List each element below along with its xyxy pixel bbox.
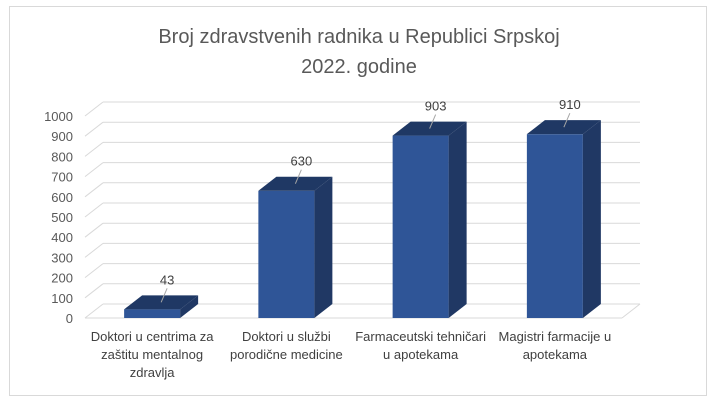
- gridline-side: [84, 303, 104, 319]
- gridline-side: [84, 243, 104, 258]
- data-label-leader: [160, 288, 168, 303]
- y-tick-label: 1000: [44, 109, 73, 124]
- data-label: 630: [291, 154, 313, 169]
- gridline-side: [84, 142, 104, 157]
- x-category-label: Doktori u službi porodične medicine: [230, 329, 343, 362]
- x-category-label: Magistri farmacije u apotekama: [498, 329, 612, 362]
- data-label-leader: [429, 114, 437, 129]
- gridline-side: [84, 162, 104, 177]
- bar-side: [448, 121, 467, 319]
- floor-edge-side: [621, 303, 641, 319]
- data-label: 43: [160, 272, 174, 287]
- bar: [392, 135, 449, 318]
- y-tick-label: 500: [51, 210, 73, 225]
- y-tick-label: 100: [51, 291, 73, 306]
- gridline-side: [84, 121, 104, 137]
- gridline-side: [84, 101, 104, 117]
- data-label: 903: [425, 99, 447, 114]
- bar-side: [582, 120, 601, 319]
- y-tick-label: 800: [51, 149, 73, 164]
- y-tick-label: 0: [66, 311, 73, 326]
- bar: [258, 190, 315, 318]
- gridline-side: [84, 202, 104, 218]
- data-label-leader: [294, 169, 302, 184]
- y-tick-label: 300: [51, 250, 73, 265]
- data-label: 910: [559, 97, 581, 112]
- x-category-label: Doktori u centrima za zaštitu mentalnog …: [90, 329, 214, 380]
- y-tick-label: 600: [51, 190, 73, 205]
- data-label-leader: [563, 112, 571, 128]
- bar: [124, 309, 181, 318]
- gridline-side: [84, 283, 104, 299]
- gridline-side: [84, 263, 104, 278]
- y-tick-label: 900: [51, 129, 73, 144]
- gridline-side: [84, 222, 104, 238]
- chart-title-line-2: 2022. godine: [301, 56, 417, 78]
- x-category-label: Farmaceutski tehničari u apotekama: [355, 329, 487, 362]
- bar-side: [180, 295, 199, 318]
- y-tick-label: 700: [51, 170, 73, 185]
- bar-side: [314, 176, 333, 318]
- y-tick-label: 200: [51, 271, 73, 286]
- gridline-side: [84, 182, 104, 198]
- bar: [526, 134, 583, 318]
- y-tick-label: 400: [51, 230, 73, 245]
- chart-title-line-1: Broj zdravstvenih radnika u Republici Sr…: [158, 26, 560, 48]
